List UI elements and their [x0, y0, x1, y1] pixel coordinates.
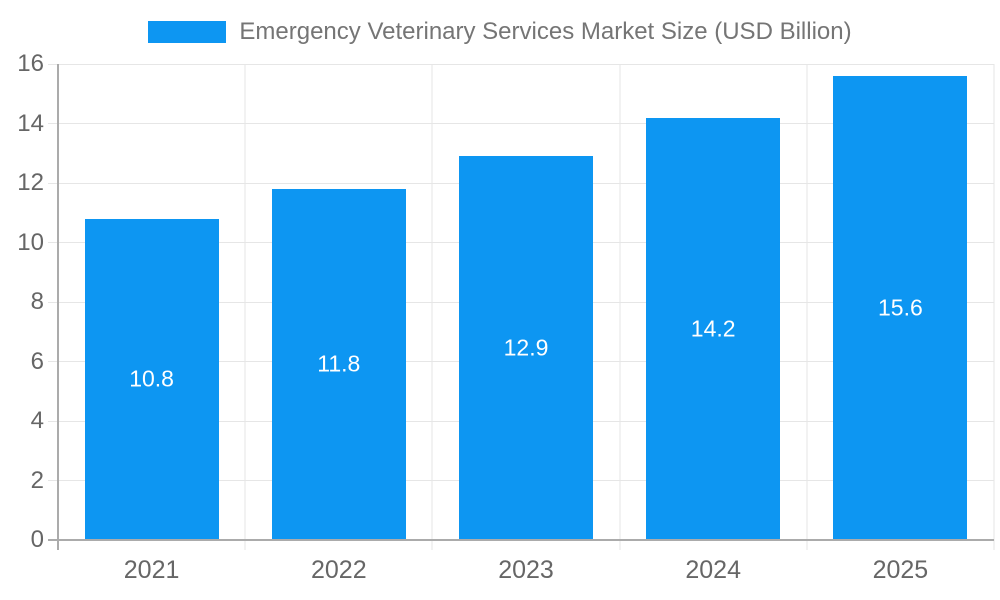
plot-area: 0 2 4 6 8 10 12 14 16 10.8 2021 11.8 2022 12.9 2023 14.… [17, 51, 995, 584]
gridline-vertical [619, 64, 621, 550]
bar-value-label: 10.8 [129, 365, 174, 392]
legend-color-swatch [148, 21, 227, 43]
bar-2023: 12.9 [459, 156, 593, 540]
y-tick-label: 8 [30, 288, 44, 315]
y-tick-label: 16 [17, 50, 44, 77]
bar-2024: 14.2 [646, 117, 781, 540]
gridline-horizontal [48, 63, 994, 65]
bar-value-label: 11.8 [317, 350, 361, 377]
bar-2021: 10.8 [84, 218, 219, 540]
y-tick-label: 10 [17, 228, 44, 256]
x-tick-label: 2025 [872, 556, 929, 584]
bar-value-label: 12.9 [503, 334, 549, 361]
y-tick-label: 6 [30, 347, 44, 375]
y-tick-label: 12 [17, 169, 44, 196]
gridline-vertical [806, 64, 808, 550]
gridline-horizontal [48, 123, 994, 124]
bar-value-label: 15.6 [878, 294, 923, 321]
chart-legend: Emergency Veterinary Services Market Siz… [0, 18, 1000, 46]
y-tick-label: 4 [30, 407, 44, 434]
gridline-vertical [244, 64, 246, 550]
chart-title: Emergency Veterinary Services Market Siz… [239, 18, 852, 45]
y-tick-label: 14 [17, 109, 44, 137]
gridline-vertical [431, 64, 433, 550]
gridline-vertical [993, 64, 995, 550]
x-axis-line [48, 539, 994, 541]
x-tick-label: 2021 [123, 556, 180, 584]
x-tick-label: 2022 [310, 556, 367, 584]
x-tick-label: 2023 [498, 556, 554, 584]
bar-2025: 15.6 [833, 75, 968, 540]
x-tick-label: 2024 [685, 556, 741, 584]
y-tick-label: 2 [30, 466, 44, 494]
bar-2022: 11.8 [271, 188, 406, 540]
y-tick-label: 0 [30, 526, 44, 553]
legend-item[interactable]: Emergency Veterinary Services Market Siz… [148, 18, 852, 46]
y-axis-line [57, 64, 59, 550]
bar-value-label: 14.2 [690, 315, 736, 342]
